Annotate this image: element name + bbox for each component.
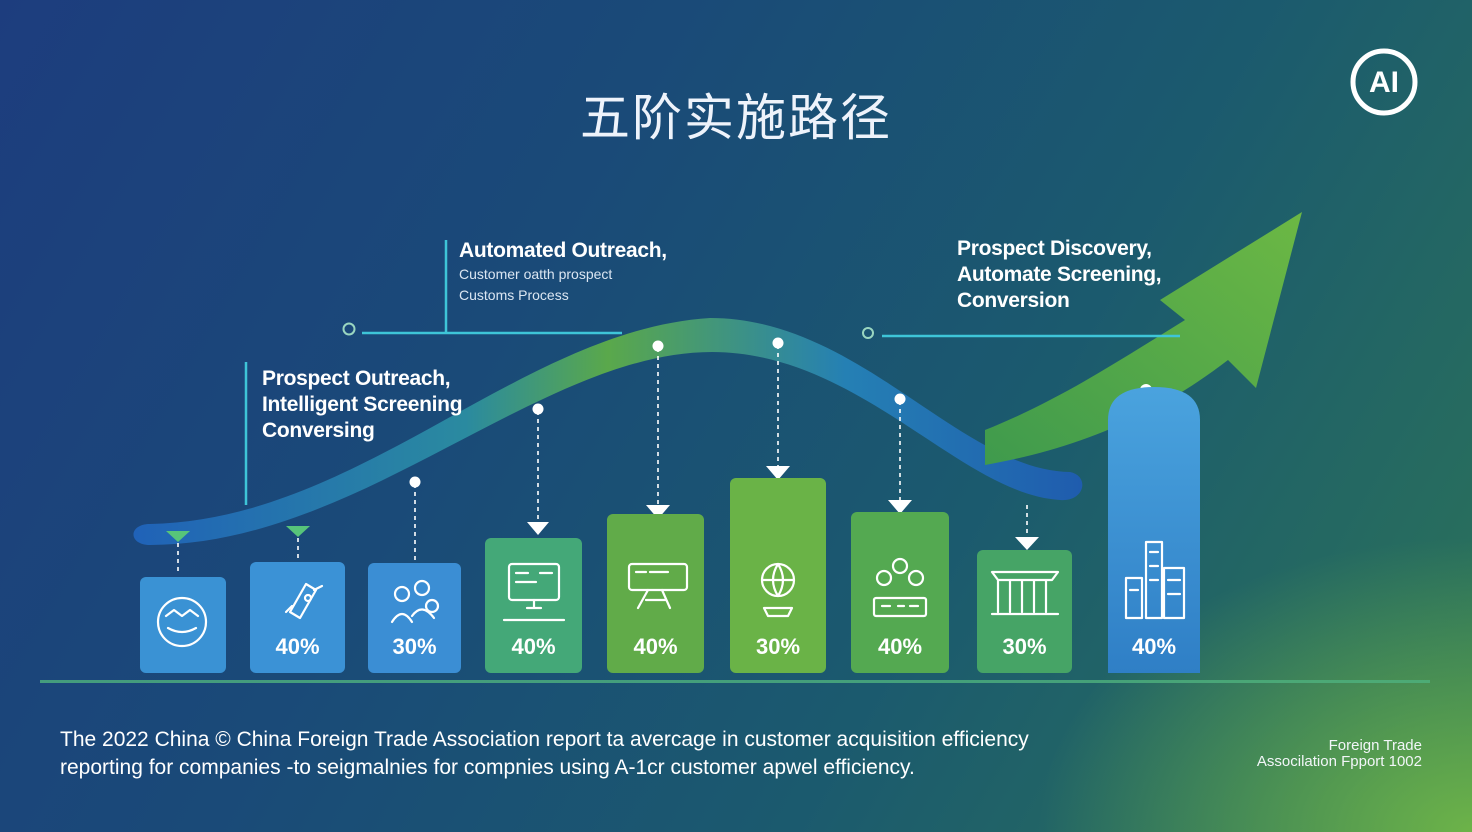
source-credit: Foreign Trade Associlation Fpport 1002 xyxy=(1200,738,1422,770)
callout-top-subline-2: Customs Process xyxy=(459,287,569,303)
target-map-icon xyxy=(156,596,208,648)
callout-right: Prospect Discovery, Automate Screening, … xyxy=(957,236,1162,314)
stage-5-percent: 40% xyxy=(633,634,678,659)
monitor-icon xyxy=(502,562,566,622)
growth-arrow xyxy=(985,212,1302,465)
callout-left-line-1: Prospect Outreach, xyxy=(262,367,451,390)
source-line-1: Foreign Trade xyxy=(1328,737,1422,754)
callout-top-subline-1: Customer oatth prospect xyxy=(459,266,613,282)
team-icon xyxy=(390,579,440,624)
stage-card-1 xyxy=(140,577,226,673)
stage-9-percent: 40% xyxy=(1131,634,1177,659)
stage-card-3 xyxy=(368,563,461,673)
source-line-2: Associlation Fpport 1002 xyxy=(1256,753,1422,770)
baseline xyxy=(40,680,1430,683)
callout-left-line-3: Conversing xyxy=(262,419,375,442)
stage-3-percent: 30% xyxy=(392,634,437,659)
callout-top-heading: Automated Outreach, xyxy=(459,239,667,262)
footnote-line-1: The 2022 China © China Foreign Trade Ass… xyxy=(60,728,1029,751)
callout-node-right xyxy=(862,327,874,339)
screen-chart-icon xyxy=(627,562,689,610)
stage-8-percent: 30% xyxy=(1002,634,1047,659)
ai-logo: AI xyxy=(1350,52,1418,120)
footnote-line-2: reporting for companies -to seigmalnies … xyxy=(60,756,915,779)
stage-card-9 xyxy=(1108,387,1200,673)
people-tasks-icon xyxy=(872,557,928,618)
wave-ribbon xyxy=(133,318,1083,545)
footnote: The 2022 China © China Foreign Trade Ass… xyxy=(60,726,1220,782)
globe-hand-icon xyxy=(760,562,796,618)
callout-lines xyxy=(244,240,1180,505)
stage-card-5 xyxy=(607,514,704,673)
callout-right-line-2: Automate Screening, xyxy=(957,263,1162,286)
stage-cards xyxy=(140,387,1200,673)
callout-right-line-1: Prospect Discovery, xyxy=(957,237,1152,260)
callout-left-line-2: Intelligent Screening xyxy=(262,393,463,416)
stage-7-percent: 40% xyxy=(877,634,923,659)
stage-2-percent: 40% xyxy=(275,634,320,659)
stage-card-7 xyxy=(851,512,949,673)
rocket-icon xyxy=(284,582,324,620)
page-title: 五阶实施路径 xyxy=(580,89,892,147)
city-buildings-icon xyxy=(1124,540,1186,620)
building-pillars-icon xyxy=(990,570,1060,616)
callout-left: Prospect Outreach, Intelligent Screening… xyxy=(262,366,463,444)
callout-right-line-3: Conversion xyxy=(957,289,1070,312)
stage-6-percent: 30% xyxy=(755,634,801,659)
stage-card-6 xyxy=(730,478,826,673)
logo-ring xyxy=(1350,48,1418,116)
callout-node-left xyxy=(342,322,356,336)
stage-4-percent: 40% xyxy=(511,634,556,659)
ai-logo-text: AI xyxy=(1369,66,1399,99)
callout-top: Automated Outreach, Customer oatth prosp… xyxy=(459,238,667,306)
